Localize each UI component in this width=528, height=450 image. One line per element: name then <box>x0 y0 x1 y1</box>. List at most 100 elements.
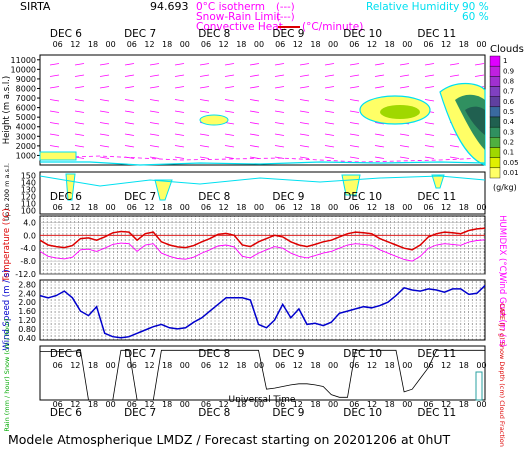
low-day-label: DEC 9 <box>272 191 304 203</box>
cloud-ytick-label: 3000 <box>16 132 36 141</box>
wind-arrow <box>99 74 110 77</box>
clouds-legend-swatch <box>489 116 501 128</box>
wind-arrow <box>49 74 60 77</box>
clouds-legend-swatch <box>489 65 501 77</box>
wind-arrow <box>299 133 310 136</box>
wind-arrow <box>399 63 410 66</box>
low-day-label: DEC 10 <box>343 191 382 203</box>
wind-arrow <box>149 145 160 148</box>
wind-arrow <box>274 63 285 66</box>
wind-arrow <box>249 145 260 148</box>
wind-arrow <box>49 122 60 125</box>
wind-arrow <box>224 133 235 136</box>
top-day-label: DEC 11 <box>417 28 456 40</box>
rh-60: 60 % <box>462 11 489 23</box>
low-day-label: DEC 11 <box>417 191 456 203</box>
wind-arrow <box>299 122 310 125</box>
wind-arrow <box>274 86 285 89</box>
low-hour-label: 12 <box>219 203 229 212</box>
prec-hour-label: 12 <box>144 361 154 370</box>
prec-hour-label: 06 <box>275 361 285 370</box>
bottom-day-label: DEC 7 <box>124 407 156 419</box>
bottom-hour-label: 18 <box>310 400 320 409</box>
bottom-hour-label: 06 <box>275 400 285 409</box>
prec-hour-label: 00 <box>402 361 412 370</box>
wind-arrow <box>299 110 310 113</box>
low-hour-label: 12 <box>293 203 303 212</box>
top-hour-label: 06 <box>201 40 211 49</box>
clouds-legend-unit: (g/kg) <box>493 183 517 192</box>
temp-ytick-label: -8.0 <box>20 257 36 266</box>
wind-arrow <box>174 156 185 159</box>
wind-arrow <box>124 133 135 136</box>
prec-hour-label: 12 <box>219 361 229 370</box>
bottom-hour-label: 06 <box>423 400 433 409</box>
prec-day-label: DEC 10 <box>343 348 382 360</box>
wind-arrow <box>74 86 85 89</box>
wind-arrow <box>349 86 360 89</box>
wind-ytick-label: 0.40 <box>18 334 36 343</box>
prec-hour-label: 12 <box>70 361 80 370</box>
convective-label: Convective Heat. <box>196 21 286 33</box>
wind-arrow <box>324 145 335 148</box>
clouds-legend-label: 0.6 <box>503 98 515 106</box>
bottom-hour-label: 18 <box>385 400 395 409</box>
low-cloud-dec6 <box>39 151 77 161</box>
humidex-ylabel: HUMIDEX (°C) <box>497 215 507 275</box>
wind-arrow <box>299 99 310 102</box>
wind-arrow <box>124 74 135 77</box>
wind-arrow <box>49 86 60 89</box>
prec-hour-label: 00 <box>180 361 190 370</box>
wind-arrow <box>249 86 260 89</box>
wind-arrow <box>224 99 235 102</box>
temp-ytick-label: 0.0 <box>23 231 36 240</box>
clouds-legend-swatch <box>489 96 501 108</box>
wind-arrow <box>199 133 210 136</box>
low-hour-label: 06 <box>53 203 63 212</box>
prec-hour-label: 00 <box>476 361 486 370</box>
prec-hour-label: 18 <box>88 361 98 370</box>
wind-arrow <box>374 122 385 125</box>
prec-day-label: DEC 7 <box>124 348 156 360</box>
top-hour-label: 06 <box>275 40 285 49</box>
prec-hour-label: 18 <box>236 361 246 370</box>
wind-arrow <box>324 156 335 159</box>
bottom-hour-label: 06 <box>127 400 137 409</box>
wind-arrow <box>174 145 185 148</box>
wind-panel-grid <box>40 280 485 340</box>
prec-hour-label: 00 <box>106 361 116 370</box>
wind-arrow <box>399 133 410 136</box>
bottom-hour-label: 00 <box>180 400 190 409</box>
wind-arrow <box>149 86 160 89</box>
wind-arrow <box>249 99 260 102</box>
wind-arrow <box>424 74 435 77</box>
wind-arrow <box>324 63 335 66</box>
precip-ylabel-left: Rain (mm / hour) Snow (cm / hour) <box>3 318 11 431</box>
wind-arrow <box>424 156 435 159</box>
wind-arrow <box>349 99 360 102</box>
wind-arrow <box>274 145 285 148</box>
clouds-legend-swatch <box>489 167 501 179</box>
cloud-ytick-label: 1000 <box>16 151 36 160</box>
wind-arrow <box>299 156 310 159</box>
wind-arrow <box>99 156 110 159</box>
low-patch-4 <box>431 174 445 189</box>
clouds-legend-label: 1 <box>503 57 507 65</box>
low-hour-label: 12 <box>144 203 154 212</box>
wind-arrow <box>274 110 285 113</box>
wind-arrow <box>249 74 260 77</box>
clouds-legend-label: 0.2 <box>503 138 514 146</box>
wind-arrow <box>99 122 110 125</box>
wind-arrow <box>374 145 385 148</box>
wind-ytick-label: 1.60 <box>18 307 36 316</box>
wind-arrow <box>374 156 385 159</box>
temp-ylabel: Temperature (°C) <box>2 208 12 282</box>
wind-arrow <box>374 133 385 136</box>
lowlevel-panel-frame <box>39 171 486 215</box>
low-hour-label: 00 <box>254 203 264 212</box>
wind-arrow <box>49 99 60 102</box>
top-hour-label: 18 <box>162 40 172 49</box>
bottom-hour-label: 12 <box>441 400 451 409</box>
wind-arrow <box>224 63 235 66</box>
low-hour-label: 18 <box>88 203 98 212</box>
